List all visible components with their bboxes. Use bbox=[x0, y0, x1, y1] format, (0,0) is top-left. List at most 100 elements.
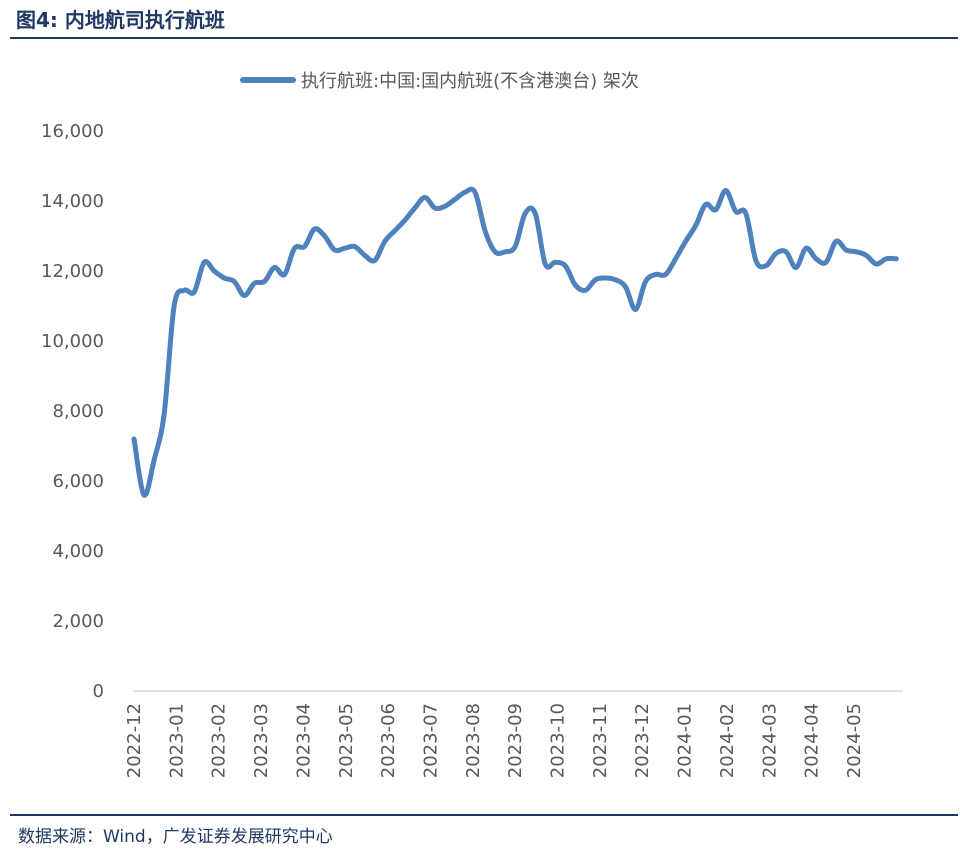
y-tick-label: 12,000 bbox=[41, 261, 104, 282]
data-point bbox=[503, 250, 507, 254]
data-point bbox=[333, 248, 337, 252]
data-point bbox=[704, 203, 708, 207]
data-point bbox=[624, 285, 628, 289]
data-point bbox=[533, 211, 537, 215]
data-point bbox=[252, 281, 256, 285]
data-point bbox=[433, 206, 437, 210]
data-point bbox=[272, 266, 276, 270]
data-point bbox=[614, 278, 618, 282]
x-tick-label: 2023-10 bbox=[548, 703, 569, 778]
data-point bbox=[313, 227, 317, 231]
x-tick-label: 2023-08 bbox=[463, 703, 484, 778]
data-point bbox=[222, 276, 226, 280]
data-point bbox=[814, 257, 818, 261]
x-tick-label: 2023-07 bbox=[420, 703, 441, 778]
data-point bbox=[202, 260, 206, 264]
data-point bbox=[854, 250, 858, 254]
x-tick-label: 2024-01 bbox=[675, 703, 696, 778]
data-point bbox=[864, 253, 868, 257]
data-point bbox=[413, 206, 417, 210]
data-point bbox=[162, 413, 166, 417]
data-point bbox=[724, 189, 728, 193]
data-point bbox=[232, 280, 236, 284]
data-point bbox=[563, 264, 567, 268]
figure-title: 图4: 内地航司执行航班 bbox=[16, 8, 225, 32]
data-point bbox=[754, 259, 758, 263]
data-point bbox=[834, 239, 838, 243]
data-point bbox=[884, 257, 888, 261]
data-point bbox=[634, 308, 638, 312]
legend-label: 执行航班:中国:国内航班(不含港澳台) 架次 bbox=[301, 71, 639, 92]
data-point bbox=[674, 257, 678, 261]
data-point bbox=[453, 197, 457, 201]
line-chart: 执行航班:中国:国内航班(不含港澳台) 架次 0 2,000 4,000 6,000 8… bbox=[41, 71, 903, 778]
data-point bbox=[654, 273, 658, 277]
data-point bbox=[403, 218, 407, 222]
data-point bbox=[303, 245, 307, 249]
data-point bbox=[393, 229, 397, 233]
data-point bbox=[664, 273, 668, 277]
data-point bbox=[383, 239, 387, 243]
data-point bbox=[694, 224, 698, 228]
data-point bbox=[744, 211, 748, 215]
data-point bbox=[283, 273, 287, 277]
x-tick-label: 2023-06 bbox=[378, 703, 399, 778]
x-tick-label: 2022-12 bbox=[124, 703, 145, 778]
x-tick-label: 2024-03 bbox=[759, 703, 780, 778]
data-point bbox=[343, 246, 347, 250]
data-point bbox=[844, 248, 848, 252]
series-line bbox=[131, 186, 899, 498]
y-tick-label: 0 bbox=[93, 681, 104, 702]
data-point bbox=[483, 229, 487, 233]
data-point bbox=[714, 208, 718, 212]
data-point bbox=[774, 252, 778, 256]
data-point bbox=[644, 280, 648, 284]
data-source: 数据来源：Wind，广发证券发展研究中心 bbox=[18, 827, 333, 847]
x-tick-label: 2024-05 bbox=[844, 703, 865, 778]
y-tick-label: 2,000 bbox=[52, 611, 104, 632]
data-point bbox=[684, 239, 688, 243]
data-point bbox=[242, 294, 246, 298]
data-point bbox=[523, 211, 527, 215]
data-point bbox=[603, 276, 607, 280]
data-point bbox=[262, 280, 266, 284]
x-tick-label: 2024-04 bbox=[802, 703, 823, 778]
data-point bbox=[543, 262, 547, 266]
data-point bbox=[443, 204, 447, 208]
data-point bbox=[734, 210, 738, 214]
y-axis: 0 2,000 4,000 6,000 8,000 10,000 12,000 14,000 1… bbox=[41, 121, 104, 702]
x-tick-label: 2023-03 bbox=[251, 703, 272, 778]
data-point bbox=[212, 269, 216, 273]
data-point bbox=[493, 250, 497, 254]
x-tick-label: 2023-11 bbox=[590, 703, 611, 778]
x-tick-label: 2023-02 bbox=[209, 703, 230, 778]
y-tick-label: 16,000 bbox=[41, 121, 104, 142]
data-point bbox=[132, 437, 136, 441]
series-points bbox=[132, 189, 898, 498]
data-point bbox=[293, 246, 297, 250]
top-divider bbox=[10, 37, 958, 39]
data-point bbox=[593, 278, 597, 282]
data-point bbox=[473, 190, 477, 194]
data-point bbox=[513, 245, 517, 249]
data-point bbox=[794, 266, 798, 270]
data-point bbox=[423, 196, 427, 200]
data-point bbox=[804, 246, 808, 250]
bottom-divider bbox=[10, 814, 958, 816]
x-axis: 2022-12 2023-01 2023-02 2023-03 2023-04 2023-… bbox=[124, 703, 865, 778]
data-point bbox=[172, 304, 176, 308]
data-point bbox=[192, 290, 196, 294]
y-tick-label: 10,000 bbox=[41, 331, 104, 352]
data-point bbox=[463, 190, 467, 194]
data-point bbox=[824, 260, 828, 264]
x-tick-label: 2023-01 bbox=[166, 703, 187, 778]
data-point bbox=[373, 259, 377, 263]
x-tick-label: 2023-09 bbox=[505, 703, 526, 778]
data-point bbox=[573, 283, 577, 287]
data-point bbox=[152, 458, 156, 462]
y-tick-label: 14,000 bbox=[41, 191, 104, 212]
data-point bbox=[874, 262, 878, 266]
y-tick-label: 6,000 bbox=[52, 471, 104, 492]
data-point bbox=[142, 493, 146, 497]
